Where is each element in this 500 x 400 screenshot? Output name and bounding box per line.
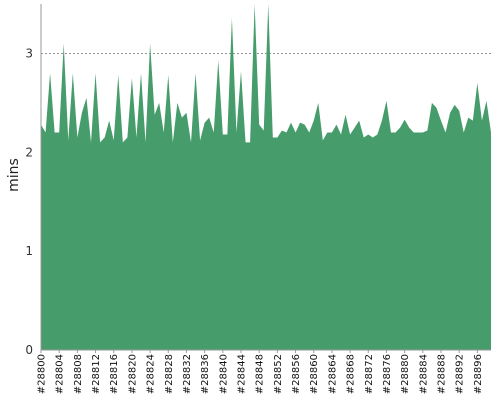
x-tick-label: #28832: [182, 354, 193, 394]
x-tick-label: #28884: [418, 354, 429, 394]
x-tick-label: #28888: [437, 354, 448, 394]
x-tick-label: #28848: [255, 354, 266, 394]
x-tick-label: #28892: [455, 354, 466, 394]
x-tick-labels: #28800 #28804 #28808 #28812 #28816 #28820 #288…: [37, 350, 484, 394]
x-tick-label: #28844: [237, 354, 248, 394]
x-tick-label: #28880: [400, 354, 411, 394]
x-tick-label: #28828: [164, 354, 175, 394]
x-tick-label: #28808: [73, 354, 84, 394]
area-series: [41, 4, 491, 350]
y-tick-label: 3: [25, 46, 33, 60]
y-axis-label: mins: [6, 158, 22, 192]
y-tick-label: 1: [25, 244, 33, 258]
x-tick-label: #28876: [382, 354, 393, 394]
x-tick-label: #28800: [37, 354, 48, 394]
x-tick-label: #28840: [218, 354, 229, 394]
x-tick-label: #28836: [200, 354, 211, 394]
x-tick-label: #28820: [127, 354, 138, 394]
x-tick-label: #28896: [473, 354, 484, 394]
x-tick-label: #28856: [291, 354, 302, 394]
x-tick-label: #28852: [273, 354, 284, 394]
x-tick-label: #28824: [146, 354, 157, 394]
x-tick-label: #28868: [346, 354, 357, 394]
x-tick-label: #28812: [91, 354, 102, 394]
x-tick-label: #28872: [364, 354, 375, 394]
y-tick-labels: 0 1 2 3: [25, 46, 33, 357]
x-tick-label: #28816: [109, 354, 120, 394]
x-tick-label: #28860: [309, 354, 320, 394]
y-tick-label: 2: [25, 145, 33, 159]
x-tick-label: #28864: [327, 354, 338, 394]
y-tick-label: 0: [25, 343, 33, 357]
x-tick-label: #28804: [55, 354, 66, 394]
